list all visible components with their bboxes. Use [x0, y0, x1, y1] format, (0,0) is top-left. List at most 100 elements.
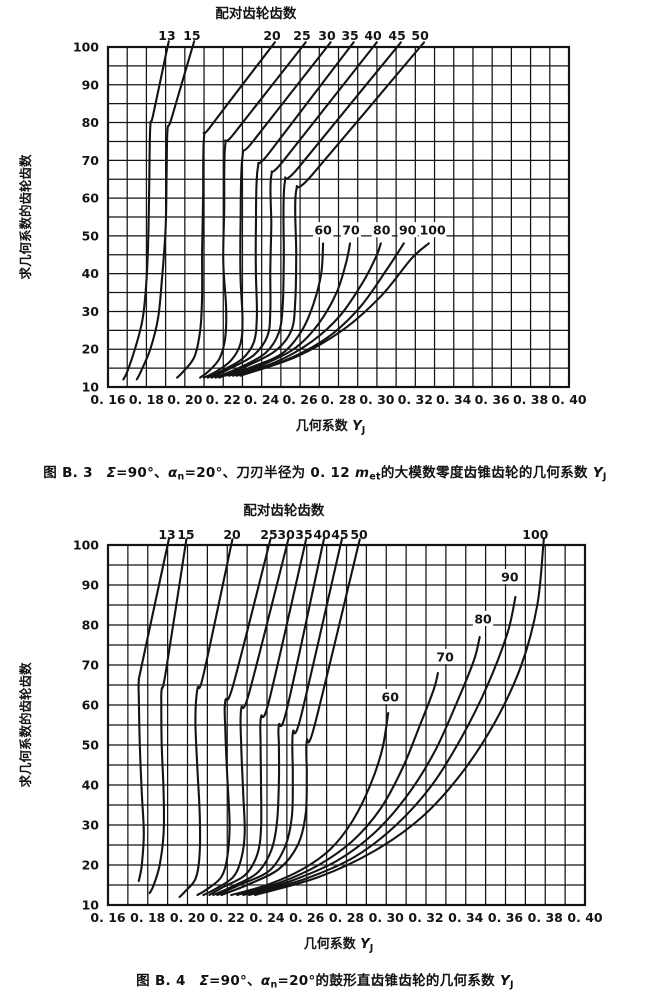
curve-stub [396, 41, 402, 49]
curve-stub [419, 41, 426, 49]
caption-segment: =20°的鼓形直齿锥齿轮的几何系数 [277, 973, 500, 990]
curve-stub [285, 538, 290, 547]
y-tick-label: 80 [82, 115, 100, 130]
plot-border [106, 544, 587, 907]
caption-segment: 图 B. 4 [136, 973, 200, 990]
y-tick-labels: 10 20 30 40 50 60 70 80 90 100 [73, 538, 99, 913]
x-tick-label: 0. 32 [398, 392, 433, 407]
curve-stub [357, 538, 361, 547]
top-curve-label: 40 [313, 527, 331, 542]
y-tick-label: 40 [82, 266, 100, 281]
inline-curve-label: 70 [342, 223, 360, 238]
x-axis-title: 几何系数 YJ [304, 936, 374, 954]
curve-z80 [231, 242, 382, 377]
curve-z45 [216, 544, 342, 897]
top-curve-label: 35 [295, 527, 312, 542]
curve-z100 [254, 544, 545, 897]
curve-stub [348, 41, 355, 49]
curve-z25 [196, 544, 271, 897]
top-curve-label: 15 [183, 28, 200, 43]
chart-b4-canvas: 0. 16 0. 18 0. 20 0. 22 0. 24 0. 26 0. 28 0. 30… [18, 502, 603, 954]
figure-b3-caption: 图 B. 3 Σ=90°、αn=20°、刀刃半径为 0. 12 met的大模数零… [0, 461, 650, 482]
top-curve-label: 30 [277, 527, 295, 542]
curve-z15 [148, 544, 187, 895]
curve-stub [230, 538, 234, 547]
x-axis-title-seg: 几何系数 [296, 418, 353, 434]
curve-stub [166, 40, 170, 49]
inline-label-mask [434, 649, 456, 665]
x-tick-label: 0. 34 [448, 910, 483, 925]
top-curve-label: 45 [331, 527, 348, 542]
top-curve-label: 30 [318, 28, 336, 43]
caption-segment: α [260, 973, 271, 990]
curve-z40 [212, 544, 324, 897]
y-tick-label: 70 [82, 153, 100, 168]
top-curve-labels: 13 15 20 25 30 35 40 45 50 100 [158, 527, 548, 542]
inline-curve-label: 60 [382, 690, 400, 705]
curve-stub [303, 538, 308, 547]
curve-z70 [236, 672, 439, 897]
x-tick-label: 0. 22 [206, 392, 241, 407]
top-curve-label: 20 [263, 28, 281, 43]
top-curve-labels: 13 15 20 25 30 35 40 45 50 [158, 28, 429, 43]
y-tick-label: 30 [82, 304, 100, 319]
caption-segment: =90°、 [116, 465, 168, 481]
x-tick-labels: 0. 16 0. 18 0. 20 0. 22 0. 24 0. 26 0. 28 0. 30… [90, 392, 586, 407]
x-tick-label: 0. 36 [475, 392, 510, 407]
curve-stub [542, 538, 545, 547]
caption-segment: Σ [199, 973, 210, 990]
curve-z80 [242, 636, 481, 897]
x-tick-label: 0. 30 [359, 392, 394, 407]
caption-segment: Σ [106, 465, 117, 481]
curve-z50 [218, 45, 422, 379]
x-axis-title-seg: 几何系数 [304, 936, 361, 952]
x-axis-title-sub: J [369, 943, 374, 954]
top-axis-title: 配对齿轮齿数 [215, 5, 296, 22]
top-curve-label: 15 [177, 527, 194, 542]
curve-z30 [202, 45, 329, 379]
y-tick-label: 100 [73, 40, 99, 55]
curve-z60 [230, 712, 390, 897]
y-tick-label: 20 [82, 858, 100, 873]
plot-border [106, 45, 571, 389]
x-tick-label: 0. 40 [567, 910, 602, 925]
x-tick-label: 0. 18 [129, 392, 164, 407]
top-curve-label: 35 [341, 28, 358, 43]
curve-stub [270, 41, 276, 49]
curve-z20 [176, 45, 273, 379]
y-tick-label: 40 [82, 778, 100, 793]
curve-z35 [206, 45, 352, 379]
caption-segment: m [354, 465, 370, 481]
figure-b3: 0. 16 0. 18 0. 20 0. 22 0. 24 0. 26 0. 28 0. 30… [0, 0, 650, 482]
y-axis-title: 求几何系数的齿轮齿数 [18, 662, 33, 788]
curve-z50 [220, 544, 360, 897]
caption-segment: 图 B. 3 [43, 465, 107, 481]
y-tick-label: 30 [82, 818, 100, 833]
inline-curve-label: 80 [373, 223, 391, 238]
x-tick-label: 0. 38 [528, 910, 563, 925]
chart-b3-canvas: 0. 16 0. 18 0. 20 0. 22 0. 24 0. 26 0. 28 0. 30… [18, 5, 587, 436]
top-curve-label: 45 [388, 28, 405, 43]
x-tick-label: 0. 18 [130, 910, 165, 925]
inline-label-mask [418, 222, 447, 238]
inline-curve-label: 100 [420, 223, 446, 238]
y-axis-title: 求几何系数的齿轮齿数 [18, 154, 33, 280]
y-tick-label: 90 [82, 77, 100, 92]
top-curve-label: 40 [364, 28, 382, 43]
x-tick-label: 0. 28 [321, 392, 356, 407]
x-tick-label: 0. 24 [244, 392, 279, 407]
caption-segment: J [602, 471, 607, 483]
caption-segment: 的大模数零度齿锥齿轮的几何系数 [380, 465, 593, 481]
x-tick-label: 0. 30 [369, 910, 404, 925]
inline-curve-label: 80 [474, 612, 492, 627]
top-curve-label: 13 [158, 527, 175, 542]
inline-label-mask [340, 222, 362, 238]
curve-z15 [135, 45, 194, 381]
curve-z30 [202, 544, 288, 897]
y-tick-label: 100 [73, 538, 99, 553]
caption-segment: Y [499, 973, 511, 990]
curve-stub [267, 538, 272, 547]
x-tick-label: 0. 16 [90, 910, 125, 925]
inline-curve-label: 60 [314, 223, 332, 238]
